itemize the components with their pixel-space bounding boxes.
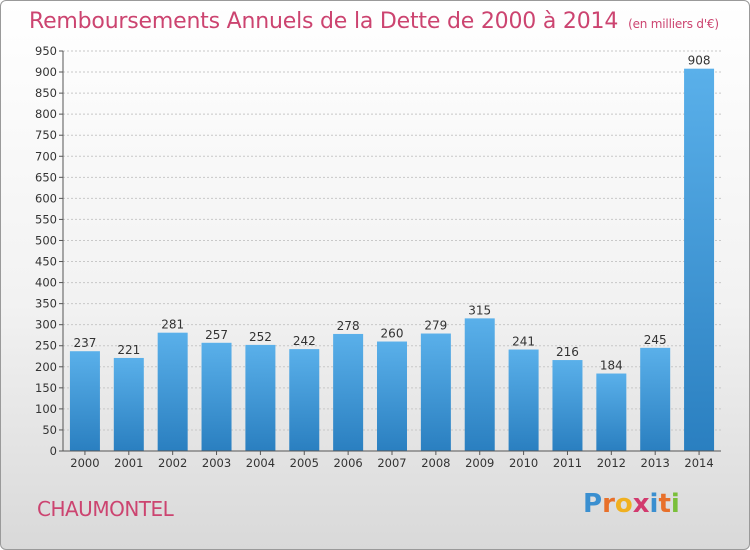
logo-letter: i [670, 489, 680, 519]
y-tick-label: 300 [35, 318, 57, 332]
y-tick-label: 650 [35, 170, 57, 184]
x-tick-label: 2011 [553, 456, 582, 470]
x-tick-label: 2008 [421, 456, 450, 470]
bar-2012 [596, 373, 627, 451]
bar-value-label: 257 [205, 328, 228, 342]
bar-2009 [464, 318, 495, 451]
y-tick-label: 100 [35, 402, 57, 416]
y-tick-label: 350 [35, 297, 57, 311]
bar-2010 [508, 349, 539, 451]
logo-letter: i [649, 489, 659, 519]
logo-letter: P [583, 489, 603, 519]
logo-letter: x [632, 489, 650, 519]
y-tick-label: 200 [35, 360, 57, 374]
bar-value-label: 281 [161, 318, 184, 332]
x-tick-label: 2013 [641, 456, 670, 470]
y-tick-label: 550 [35, 212, 57, 226]
x-axis: 2000 2001 2002 2003 2004 2005 2006 2007 2008 2009… [63, 450, 721, 470]
chart-subtitle: (en milliers d'€) [628, 17, 719, 31]
logo-letter: o [614, 489, 633, 519]
bar-2011 [552, 360, 583, 451]
x-tick-label: 2006 [333, 456, 362, 470]
bar-2005 [289, 349, 320, 451]
y-tick-label: 800 [35, 107, 57, 121]
commune-name: CHAUMONTEL [37, 497, 174, 521]
x-tick-label: 2014 [684, 456, 713, 470]
bar-value-label: 260 [381, 327, 404, 341]
bar-2007 [377, 341, 407, 451]
proxiti-logo: Proxiti [583, 489, 680, 519]
x-tick-label: 2001 [114, 456, 143, 470]
y-tick-label: 50 [42, 423, 57, 437]
bars: 237 221 281 257 252 242 278 260 279 315 241 216 184 2… [69, 54, 715, 452]
bar-value-label: 279 [424, 319, 447, 333]
logo-letter: t [658, 489, 671, 519]
bar-value-label: 241 [512, 335, 535, 349]
bar-2001 [113, 357, 144, 451]
bar-value-label: 242 [293, 334, 316, 348]
bar-2004 [245, 344, 276, 451]
bar-2003 [201, 342, 232, 451]
bar-value-label: 252 [249, 330, 272, 344]
y-tick-label: 0 [50, 444, 57, 458]
x-tick-label: 2004 [246, 456, 275, 470]
bar-2002 [157, 332, 188, 451]
bar-value-label: 184 [600, 359, 623, 373]
x-tick-label: 2010 [509, 456, 538, 470]
y-tick-label: 850 [35, 86, 57, 100]
x-tick-label: 2007 [377, 456, 406, 470]
y-tick-label: 750 [35, 128, 57, 142]
y-tick-label: 450 [35, 255, 57, 269]
x-tick-label: 2012 [597, 456, 626, 470]
y-tick-label: 400 [35, 276, 57, 290]
bar-2013 [640, 347, 671, 451]
bar-2014 [684, 68, 715, 452]
x-tick-label: 2003 [202, 456, 231, 470]
bar-value-label: 315 [468, 303, 491, 317]
x-tick-label: 2002 [158, 456, 187, 470]
x-tick-label: 2009 [465, 456, 494, 470]
bar-value-label: 908 [688, 54, 711, 68]
x-tick-label: 2005 [290, 456, 319, 470]
y-tick-label: 600 [35, 191, 57, 205]
logo-letter: r [602, 489, 615, 519]
x-tick-label: 2000 [70, 456, 99, 470]
y-axis: 0 50 100 150 200 250 300 350 400 450 500 550 600 650 7… [35, 44, 64, 458]
y-tick-label: 500 [35, 233, 57, 247]
bar-value-label: 216 [556, 345, 579, 359]
chart-title: Remboursements Annuels de la Dette de 20… [29, 9, 719, 34]
y-tick-label: 250 [35, 339, 57, 353]
y-tick-label: 950 [35, 44, 57, 58]
bar-value-label: 245 [644, 333, 667, 347]
bar-value-label: 221 [117, 343, 140, 357]
y-tick-label: 700 [35, 149, 57, 163]
chart-title-text: Remboursements Annuels de la Dette de 20… [29, 9, 619, 34]
bar-2006 [333, 333, 364, 451]
bar-value-label: 237 [73, 336, 96, 350]
bar-value-label: 278 [337, 319, 360, 333]
y-tick-label: 150 [35, 381, 57, 395]
bar-2000 [69, 351, 100, 451]
y-tick-label: 900 [35, 65, 57, 79]
bar-2008 [420, 333, 451, 451]
